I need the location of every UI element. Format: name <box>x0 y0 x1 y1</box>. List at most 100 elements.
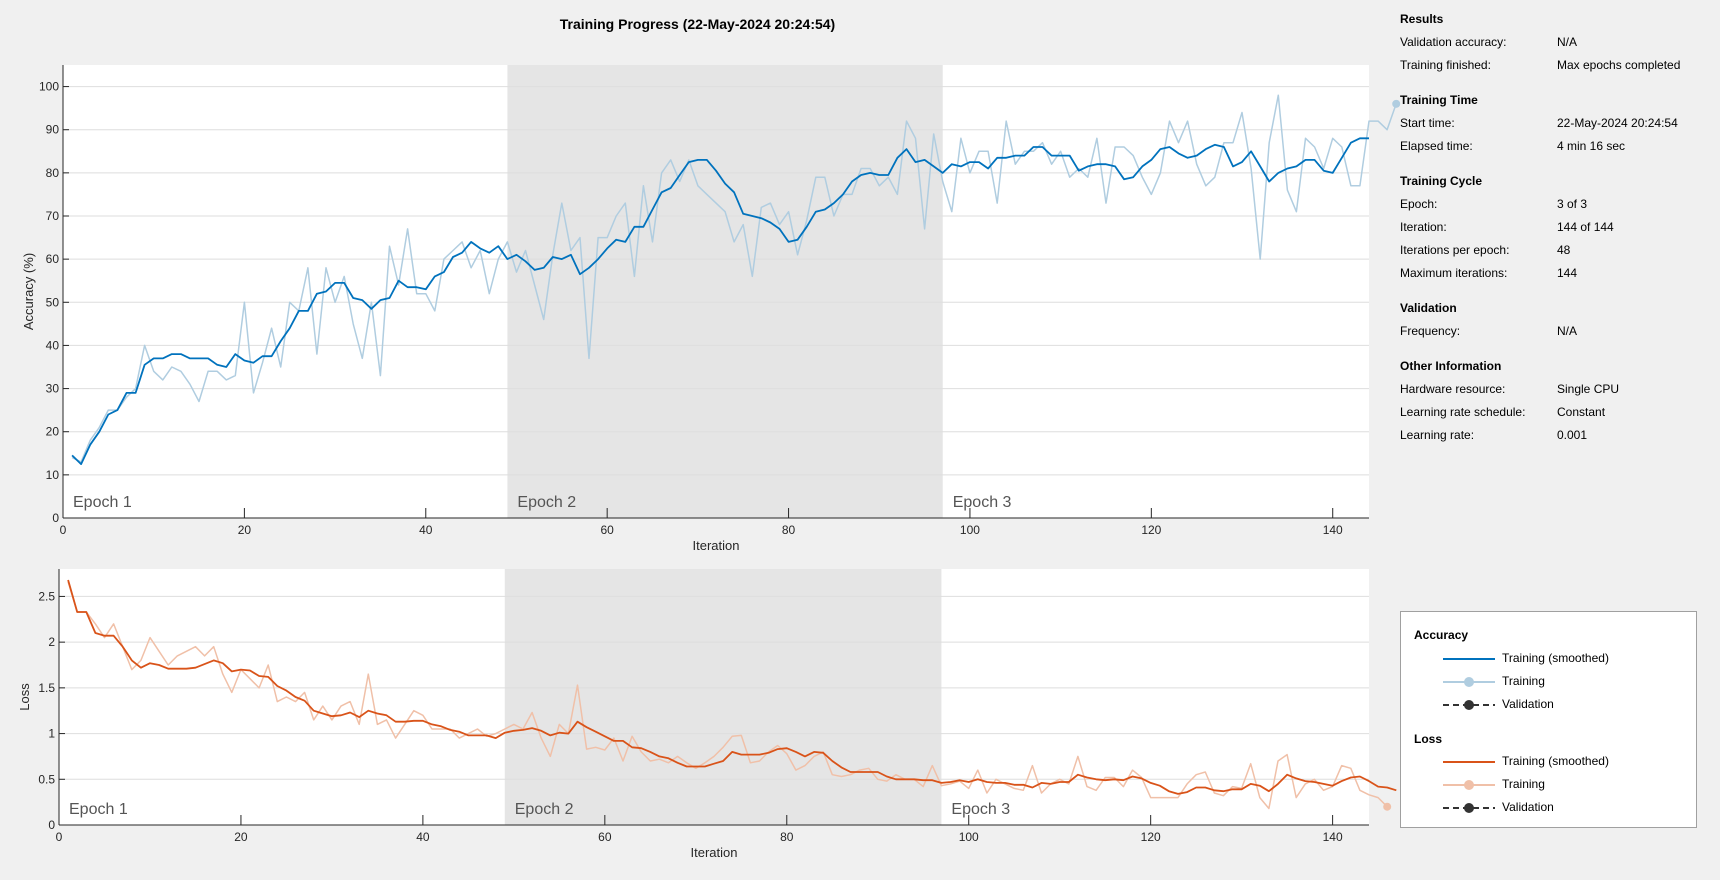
y-tick-label: 100 <box>39 80 59 94</box>
accuracy-smoothed-line <box>71 137 1369 466</box>
info-key: Elapsed time: <box>1400 139 1473 153</box>
info-section-title: Training Cycle <box>1400 174 1483 188</box>
info-row: Validation accuracy: N/A <box>1400 31 1710 54</box>
info-value: 48 <box>1557 243 1571 257</box>
x-tick-label: 100 <box>959 830 979 844</box>
legend-accuracy-smoothed: Training (smoothed) <box>1401 650 1691 668</box>
info-value: Max epochs completed <box>1557 58 1681 72</box>
info-key: Maximum iterations: <box>1400 266 1508 280</box>
epoch-label: Epoch 3 <box>951 801 1010 818</box>
epoch-label: Epoch 2 <box>515 801 574 818</box>
y-tick-label: 60 <box>46 252 60 266</box>
x-tick-label: 120 <box>1141 523 1161 537</box>
legend-loss-title: Loss <box>1414 732 1443 746</box>
y-tick-label: 30 <box>46 382 60 396</box>
x-tick-label: 20 <box>234 830 248 844</box>
y-axis-label: Loss <box>17 683 32 711</box>
x-tick-label: 140 <box>1323 830 1343 844</box>
y-tick-label: 2.5 <box>38 589 55 603</box>
info-row: Learning rate schedule: Constant <box>1400 401 1710 424</box>
info-section: Training Cycle Epoch: 3 of 3 Iteration: 144 … <box>1400 170 1710 285</box>
info-row: Maximum iterations: 144 <box>1400 262 1710 285</box>
x-tick-label: 100 <box>960 523 980 537</box>
epoch-shade <box>504 569 942 825</box>
info-value: 22-May-2024 20:24:54 <box>1557 116 1678 130</box>
info-section: Validation Frequency: N/A <box>1400 297 1710 343</box>
legend-loss-training: Training <box>1401 776 1691 794</box>
info-section-title: Training Time <box>1400 93 1478 107</box>
info-row: Elapsed time: 4 min 16 sec <box>1400 135 1710 158</box>
info-row: Iterations per epoch: 48 <box>1400 239 1710 262</box>
info-row: Iteration: 144 of 144 <box>1400 216 1710 239</box>
legend-accuracy-training: Training <box>1401 673 1691 691</box>
legend-loss-smoothed: Training (smoothed) <box>1401 753 1691 771</box>
y-tick-label: 70 <box>46 209 60 223</box>
info-key: Learning rate schedule: <box>1400 405 1526 419</box>
legend-line-swatch <box>1443 761 1495 763</box>
legend-dashed-swatch <box>1443 803 1495 813</box>
x-tick-label: 80 <box>782 523 796 537</box>
y-tick-label: 2 <box>48 635 55 649</box>
epoch-label: Epoch 1 <box>69 801 128 818</box>
info-value: 3 of 3 <box>1557 197 1588 211</box>
info-key: Iterations per epoch: <box>1400 243 1510 257</box>
info-row: Hardware resource: Single CPU <box>1400 378 1710 401</box>
info-row: Frequency: N/A <box>1400 320 1710 343</box>
y-tick-label: 1.5 <box>38 681 55 695</box>
epoch-shade <box>507 65 943 518</box>
x-axis-label: Iteration <box>693 538 740 553</box>
info-value: 4 min 16 sec <box>1557 139 1626 153</box>
chart-title: Training Progress (22-May-2024 20:24:54) <box>559 16 836 32</box>
info-value: N/A <box>1557 324 1578 338</box>
y-tick-label: 1 <box>48 727 55 741</box>
loss-smoothed-line <box>67 579 1397 795</box>
x-tick-label: 60 <box>600 523 614 537</box>
x-tick-label: 0 <box>56 830 63 844</box>
loss-last-point-marker <box>1383 802 1392 811</box>
info-section: Results Validation accuracy: N/A Training f… <box>1400 8 1710 77</box>
y-axis-label: Accuracy (%) <box>21 253 36 330</box>
y-tick-label: 0 <box>52 511 59 525</box>
info-value: 0.001 <box>1557 428 1588 442</box>
info-row: Epoch: 3 of 3 <box>1400 193 1710 216</box>
info-section: Other Information Hardware resource: Singl… <box>1400 355 1710 447</box>
y-tick-label: 80 <box>46 166 60 180</box>
legend-accuracy-validation: Validation <box>1401 696 1691 714</box>
training-info-panel: Results Validation accuracy: N/A Training f… <box>1400 8 1710 459</box>
accuracy-training-line <box>71 94 1397 463</box>
legend-loss-validation: Validation <box>1401 799 1691 817</box>
x-tick-label: 140 <box>1323 523 1343 537</box>
legend-label: Validation <box>1502 697 1554 711</box>
x-tick-label: 20 <box>238 523 252 537</box>
legend-dashed-swatch <box>1443 700 1495 710</box>
info-value: Constant <box>1557 405 1606 419</box>
x-tick-label: 60 <box>598 830 612 844</box>
y-tick-label: 0 <box>48 818 55 832</box>
legend-label: Validation <box>1502 800 1554 814</box>
info-row: Training finished: Max epochs completed <box>1400 54 1710 77</box>
epoch-label: Epoch 2 <box>517 494 576 511</box>
legend-label: Training (smoothed) <box>1502 651 1609 665</box>
x-axis-label: Iteration <box>691 845 738 860</box>
legend-accuracy-title: Accuracy <box>1414 628 1469 642</box>
info-key: Start time: <box>1400 116 1455 130</box>
info-key: Iteration: <box>1400 220 1447 234</box>
x-tick-label: 120 <box>1141 830 1161 844</box>
x-tick-label: 40 <box>416 830 430 844</box>
legend-label: Training (smoothed) <box>1502 754 1609 768</box>
info-key: Frequency: <box>1400 324 1461 338</box>
x-tick-label: 80 <box>780 830 794 844</box>
y-tick-label: 50 <box>46 295 60 309</box>
info-key: Validation accuracy: <box>1400 35 1507 49</box>
y-tick-label: 40 <box>46 338 60 352</box>
info-section-title: Other Information <box>1400 359 1502 373</box>
info-section-title: Results <box>1400 12 1444 26</box>
legend-line-swatch <box>1443 658 1495 660</box>
y-tick-label: 90 <box>46 123 60 137</box>
info-key: Hardware resource: <box>1400 382 1506 396</box>
y-tick-label: 20 <box>46 425 60 439</box>
info-row: Learning rate: 0.001 <box>1400 424 1710 447</box>
info-value: 144 <box>1557 266 1578 280</box>
y-tick-label: 0.5 <box>38 772 55 786</box>
info-value: 144 of 144 <box>1557 220 1614 234</box>
